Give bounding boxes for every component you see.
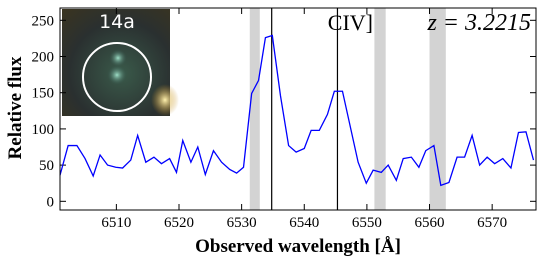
x-tick-label: 6530 — [227, 215, 257, 231]
y-tick-label: 150 — [32, 86, 55, 102]
x-axis-label: Observed wavelength [Å] — [195, 236, 401, 257]
redshift-label: z = 3.2215 — [426, 10, 531, 36]
x-tick-label: 6570 — [477, 215, 507, 231]
spectrum-line — [59, 34, 535, 187]
plot-frame — [59, 7, 537, 211]
y-tick-label: 250 — [32, 13, 55, 29]
x-tick-label: 6540 — [289, 215, 319, 231]
x-tick-label: 6520 — [164, 215, 194, 231]
x-tick-label: 6560 — [415, 215, 445, 231]
y-tick-label: 100 — [32, 122, 55, 138]
shaded-region — [429, 8, 446, 210]
y-tick-label: 200 — [32, 50, 55, 66]
y-axis-label: Relative flux — [5, 56, 26, 159]
x-tick-label: 6510 — [101, 215, 131, 231]
galaxy-blob — [109, 49, 127, 67]
shaded-regions — [249, 8, 446, 210]
ion-label: CIV] — [328, 10, 373, 35]
aperture-circle — [82, 42, 152, 112]
galaxy-blob — [107, 65, 127, 85]
y-tick-label: 50 — [39, 158, 54, 174]
inset-label: 14a — [99, 11, 135, 33]
shaded-region — [374, 8, 386, 210]
vertical-lines — [271, 8, 339, 210]
shaded-region — [249, 8, 260, 210]
x-tick-label: 6550 — [352, 215, 382, 231]
inset-image: 14a — [62, 9, 179, 116]
star-blob — [151, 84, 179, 116]
y-tick-label: 0 — [47, 194, 55, 210]
